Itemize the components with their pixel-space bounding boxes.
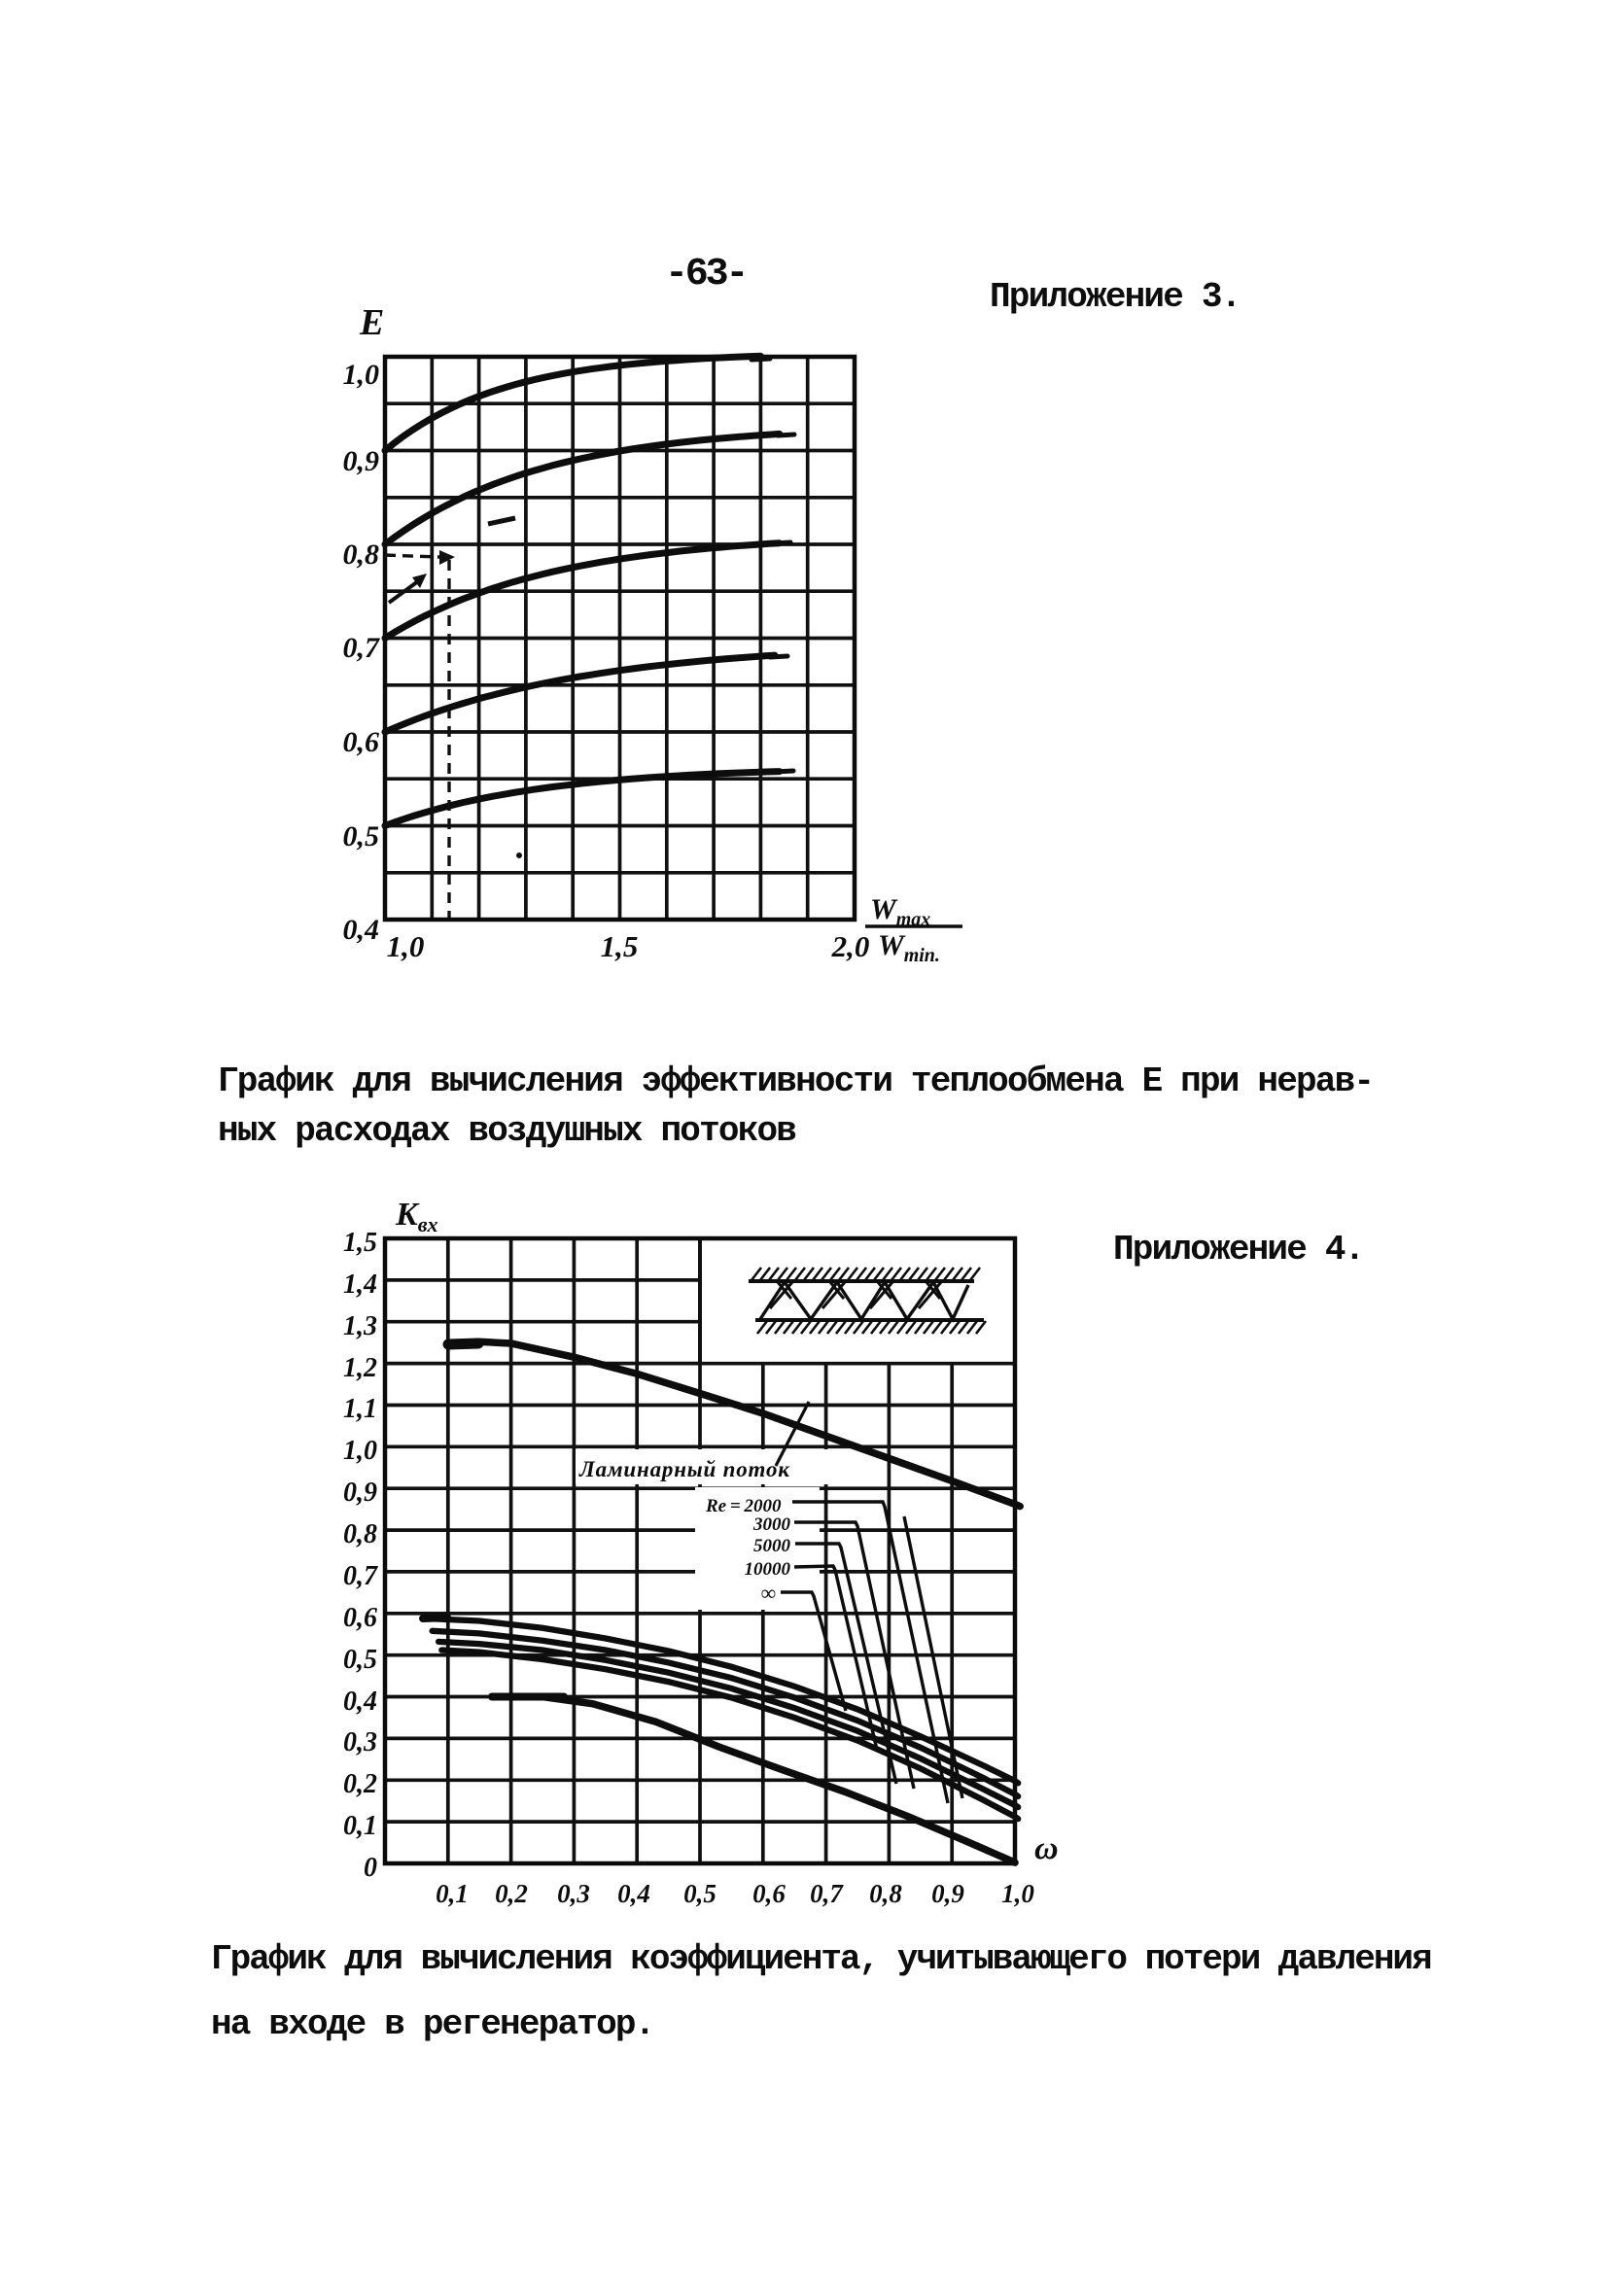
svg-text:Re = 2000: Re = 2000 xyxy=(705,1496,782,1516)
svg-text:0,7: 0,7 xyxy=(343,632,381,664)
svg-text:0,6: 0,6 xyxy=(343,726,380,758)
svg-text:0,5: 0,5 xyxy=(343,1645,377,1675)
svg-text:1,3: 1,3 xyxy=(343,1311,377,1341)
svg-text:10000: 10000 xyxy=(745,1559,791,1580)
svg-text:0,9: 0,9 xyxy=(343,1478,377,1508)
svg-text:1,5: 1,5 xyxy=(343,1228,377,1258)
svg-text:ω: ω xyxy=(1034,1830,1059,1866)
svg-text:0,9: 0,9 xyxy=(343,445,380,477)
svg-text:0,8: 0,8 xyxy=(343,1519,377,1549)
svg-text:0: 0 xyxy=(364,1853,377,1883)
svg-text:∞: ∞ xyxy=(760,1581,776,1605)
svg-text:0,6: 0,6 xyxy=(752,1879,786,1908)
svg-text:1,0: 1,0 xyxy=(343,1436,377,1466)
svg-text:0,4: 0,4 xyxy=(617,1879,650,1908)
svg-text:0,1: 0,1 xyxy=(343,1811,377,1841)
svg-text:Wmin.: Wmin. xyxy=(878,929,940,966)
svg-text:0,5: 0,5 xyxy=(343,820,380,852)
svg-text:E: E xyxy=(359,302,384,343)
svg-text:0,6: 0,6 xyxy=(343,1603,377,1633)
svg-text:0,7: 0,7 xyxy=(810,1879,844,1908)
svg-text:0,4: 0,4 xyxy=(343,1687,377,1717)
svg-text:Ламинарный поток: Ламинарный поток xyxy=(578,1457,790,1481)
svg-text:0,9: 0,9 xyxy=(931,1879,964,1908)
svg-text:0,7: 0,7 xyxy=(343,1561,378,1591)
svg-text:0,1: 0,1 xyxy=(436,1879,469,1908)
svg-text:0,4: 0,4 xyxy=(343,914,380,946)
svg-text:1,0: 1,0 xyxy=(1001,1879,1034,1908)
svg-text:0,2: 0,2 xyxy=(343,1769,377,1799)
svg-text:0,2: 0,2 xyxy=(495,1879,528,1908)
svg-text:1,1: 1,1 xyxy=(343,1394,377,1424)
svg-text:1,4: 1,4 xyxy=(343,1270,377,1300)
svg-text:0,5: 0,5 xyxy=(683,1879,717,1908)
svg-text:1,0: 1,0 xyxy=(387,929,425,963)
svg-text:1,2: 1,2 xyxy=(343,1353,377,1383)
svg-text:5000: 5000 xyxy=(753,1536,791,1556)
svg-text:Kвх: Kвх xyxy=(395,1197,438,1236)
svg-text:3000: 3000 xyxy=(752,1514,791,1535)
svg-text:1,5: 1,5 xyxy=(601,929,639,963)
svg-text:0,8: 0,8 xyxy=(343,539,380,571)
svg-text:0,3: 0,3 xyxy=(343,1727,377,1757)
svg-text:1,0: 1,0 xyxy=(343,359,380,391)
svg-text:0,3: 0,3 xyxy=(557,1879,590,1908)
svg-text:2,0: 2,0 xyxy=(831,929,870,963)
svg-text:0,8: 0,8 xyxy=(869,1879,902,1908)
